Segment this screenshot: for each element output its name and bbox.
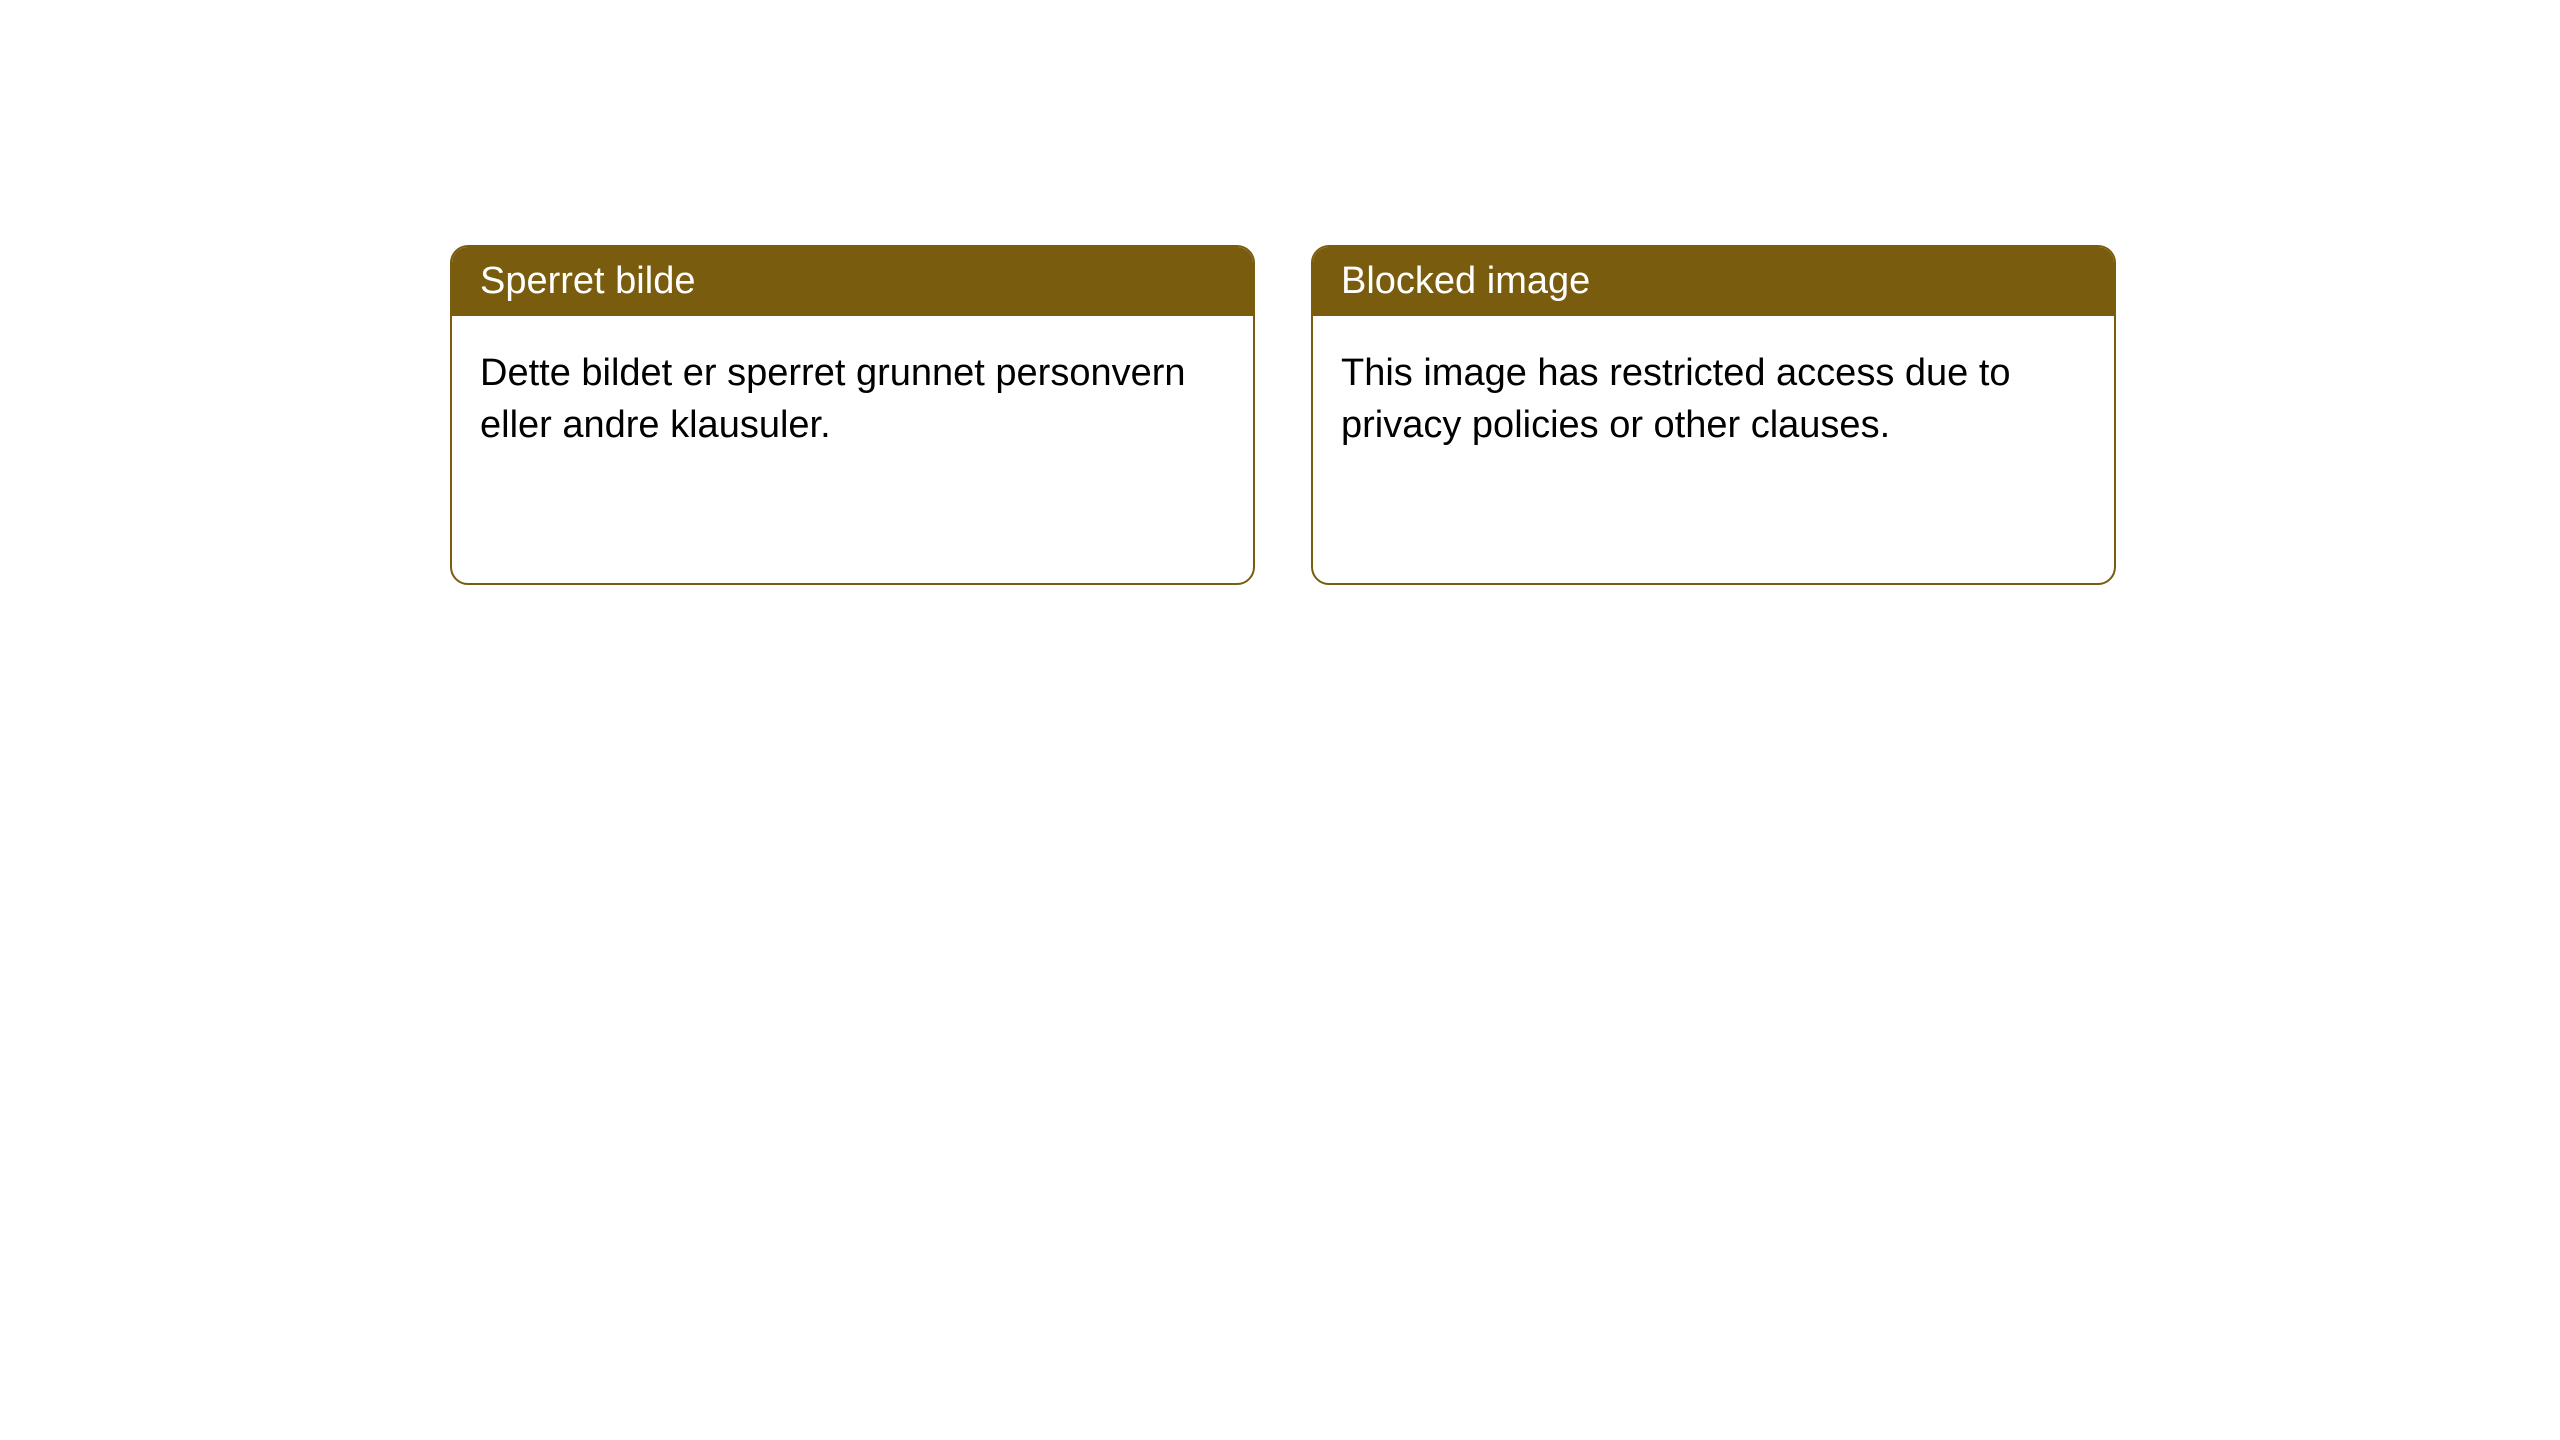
notice-text-norwegian: Dette bildet er sperret grunnet personve… [480,352,1186,445]
notice-card-norwegian: Sperret bilde Dette bildet er sperret gr… [450,245,1255,585]
notice-body-norwegian: Dette bildet er sperret grunnet personve… [452,316,1253,483]
notice-body-english: This image has restricted access due to … [1313,316,2114,483]
notice-text-english: This image has restricted access due to … [1341,352,2011,445]
notice-header-norwegian: Sperret bilde [452,247,1253,316]
notice-card-english: Blocked image This image has restricted … [1311,245,2116,585]
notice-title-english: Blocked image [1341,260,1590,302]
notice-container: Sperret bilde Dette bildet er sperret gr… [450,245,2116,585]
notice-title-norwegian: Sperret bilde [480,260,695,302]
notice-header-english: Blocked image [1313,247,2114,316]
